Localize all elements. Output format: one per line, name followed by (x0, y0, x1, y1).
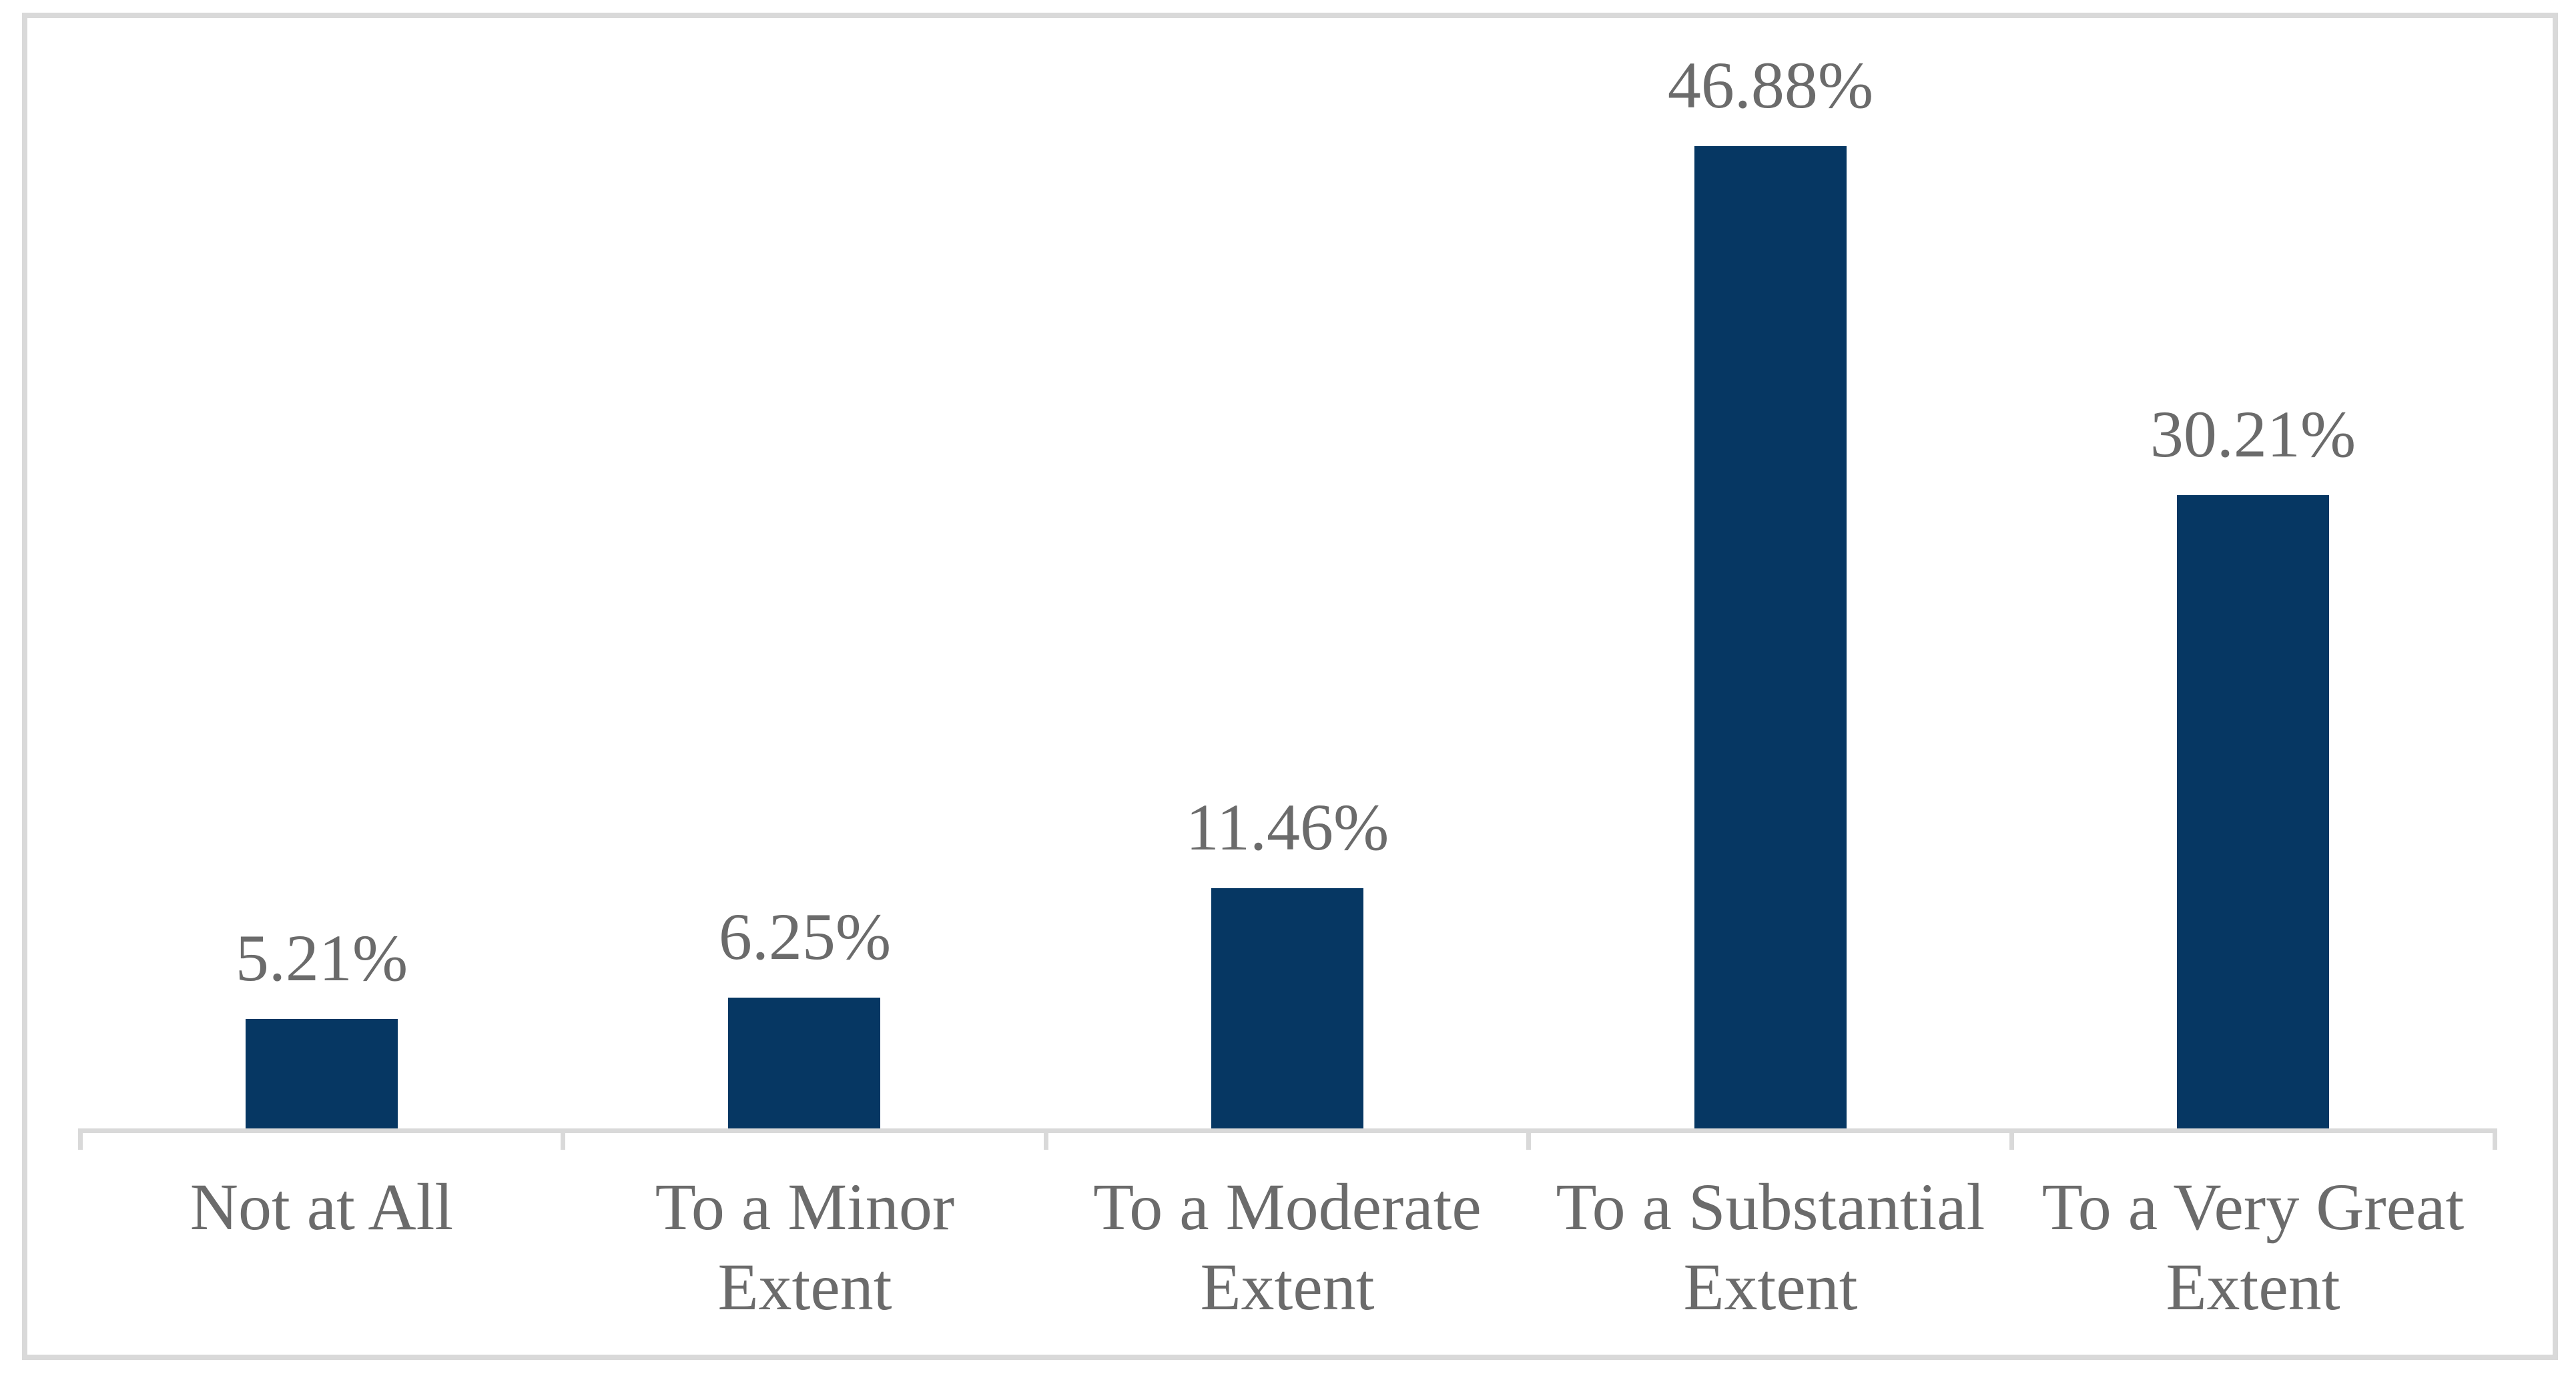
category-label-line: Extent (1200, 1250, 1375, 1324)
x-axis-tick (78, 1128, 83, 1150)
bar-2 (728, 998, 880, 1128)
category-label-line: To a Moderate (1093, 1170, 1482, 1244)
bar-5 (2177, 495, 2329, 1128)
x-axis-tick (2009, 1128, 2014, 1150)
category-label-line: Extent (717, 1250, 892, 1324)
chart-frame (22, 13, 2558, 1360)
category-label-2: To a Minor Extent (563, 1167, 1046, 1327)
bar-value-label-5: 30.21% (2150, 397, 2356, 471)
x-axis-tick (2493, 1128, 2497, 1150)
bar-1 (246, 1019, 398, 1128)
category-label-4: To a Substantial Extent (1529, 1167, 2012, 1327)
bar-4 (1694, 146, 1847, 1128)
category-label-line: Extent (2166, 1250, 2340, 1324)
bar-value-label-2: 6.25% (718, 900, 892, 974)
bar-value-label-1: 5.21% (235, 921, 408, 995)
x-axis-tick (1526, 1128, 1531, 1150)
bar-value-label-3: 11.46% (1185, 790, 1389, 864)
bar-value-label-4: 46.88% (1667, 48, 1874, 122)
x-axis-tick (561, 1128, 565, 1150)
bar-3 (1211, 888, 1363, 1128)
category-label-line: Extent (1683, 1250, 1858, 1324)
category-label-line: Not at All (190, 1170, 454, 1244)
category-label-3: To a Moderate Extent (1046, 1167, 1529, 1327)
category-label-line: To a Very Great (2041, 1170, 2465, 1244)
x-axis-tick (1044, 1128, 1048, 1150)
category-label-1: Not at All (80, 1167, 563, 1247)
category-label-5: To a Very Great Extent (2011, 1167, 2495, 1327)
category-label-line: To a Substantial (1556, 1170, 1985, 1244)
category-label-line: To a Minor (655, 1170, 955, 1244)
x-axis-line (80, 1128, 2495, 1133)
